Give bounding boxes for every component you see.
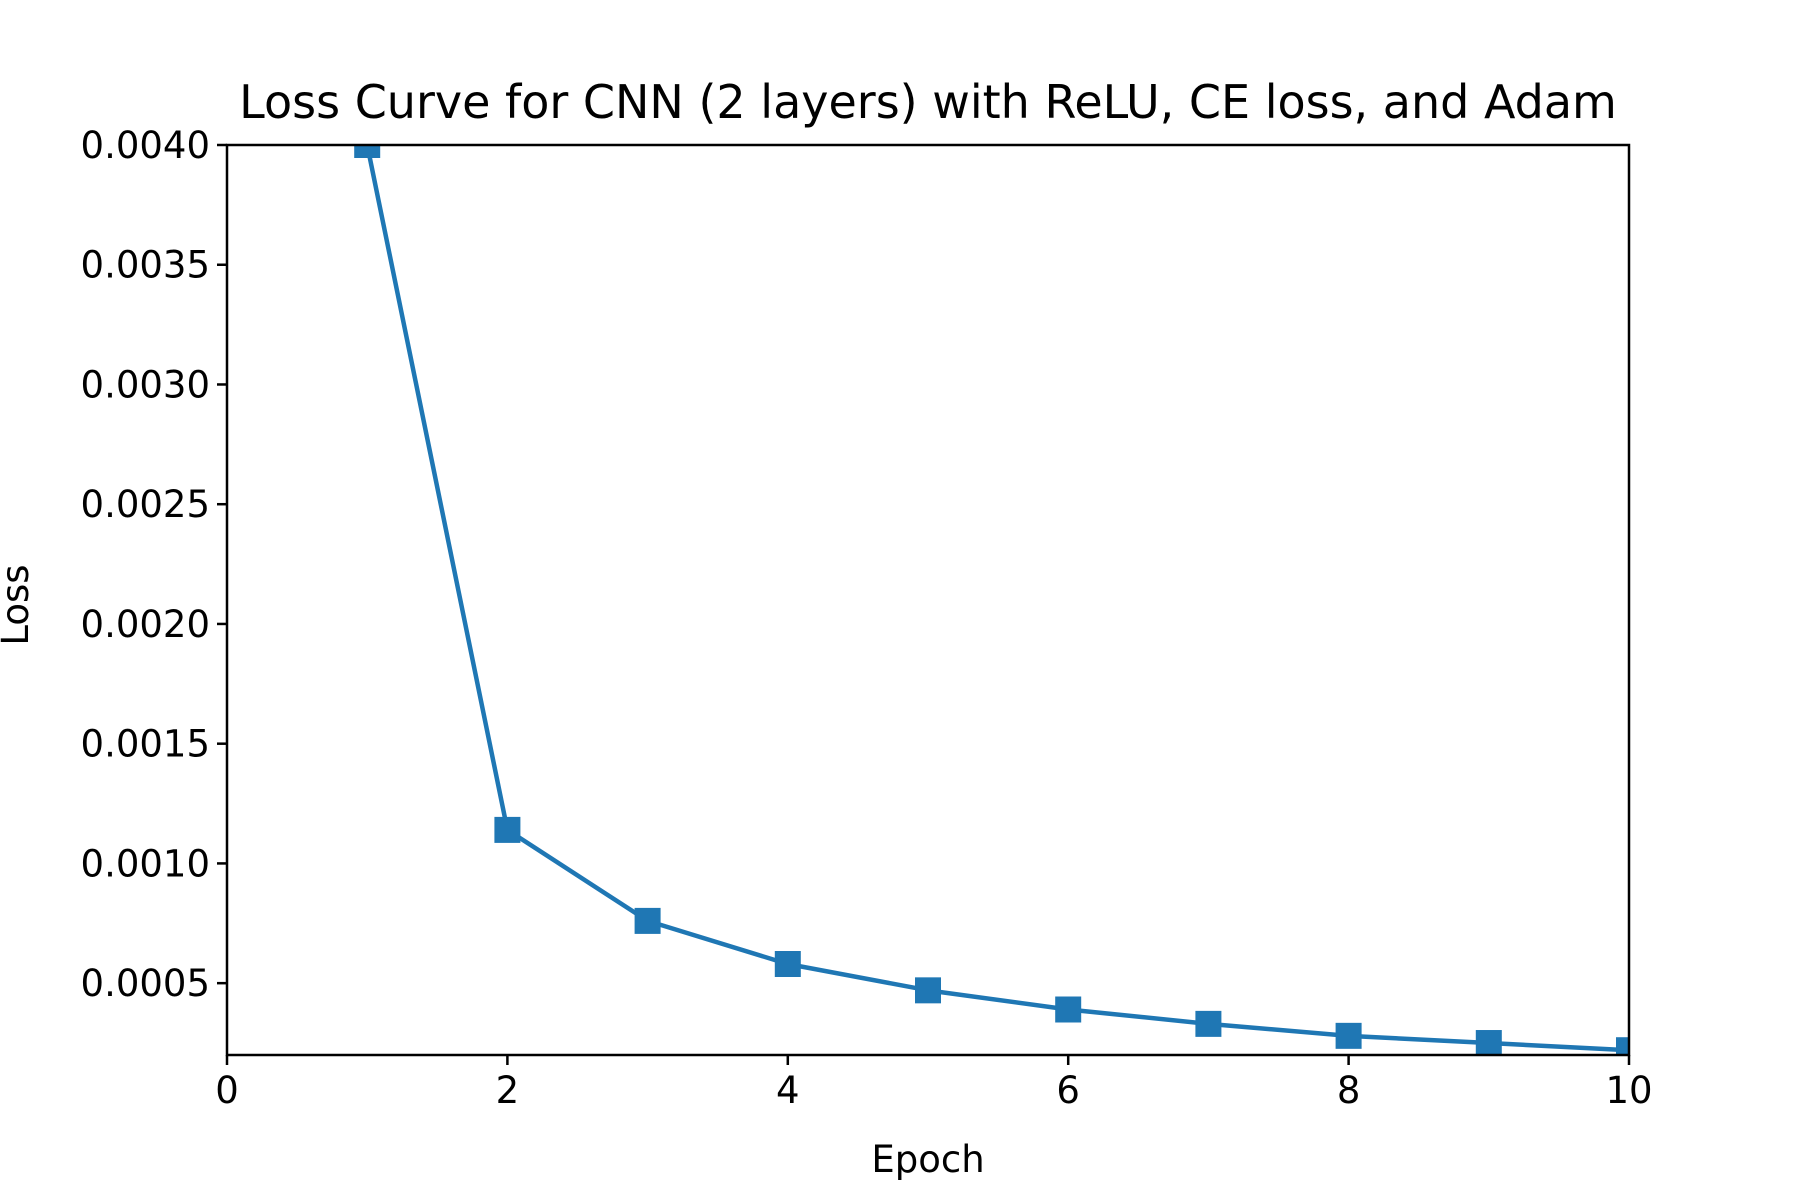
x-tick-label: 0	[215, 1069, 239, 1112]
y-tick-label: 0.0015	[81, 723, 210, 766]
data-point-marker	[774, 951, 801, 977]
plot-area	[225, 143, 1631, 1057]
x-tick-label: 10	[1605, 1069, 1652, 1112]
data-point-marker	[354, 145, 381, 158]
x-tick-label: 8	[1337, 1069, 1361, 1112]
x-tick-label: 4	[776, 1069, 800, 1112]
data-point-marker	[494, 816, 521, 843]
series-group	[354, 145, 1629, 1055]
data-point-marker	[1335, 1022, 1362, 1049]
x-tick-label: 6	[1056, 1069, 1080, 1112]
data-point-marker	[1055, 996, 1082, 1023]
y-tick-label: 0.0025	[81, 483, 210, 526]
y-axis-label: Loss	[0, 564, 37, 645]
axes-frame	[225, 143, 1631, 1057]
chart-title: Loss Curve for CNN (2 layers) with ReLU,…	[239, 75, 1617, 129]
series-line	[364, 145, 1629, 1053]
data-point-marker	[1475, 1030, 1502, 1055]
y-tick-label: 0.0030	[81, 363, 210, 406]
y-tick-label: 0.0010	[81, 842, 210, 885]
data-point-marker	[1195, 1010, 1222, 1037]
x-axis-label: Epoch	[871, 1138, 984, 1181]
y-tick-label: 0.0040	[81, 124, 210, 167]
data-point-marker	[1616, 1037, 1629, 1055]
y-tick-label: 0.0005	[81, 962, 210, 1005]
x-tick-label: 2	[496, 1069, 520, 1112]
y-tick-label: 0.0035	[81, 244, 210, 287]
data-point-marker	[634, 907, 661, 934]
series-layer	[354, 145, 1629, 1055]
x-axis-ticks: 0 2 4 6 8 10	[215, 1055, 1653, 1112]
data-point-marker	[915, 977, 941, 1004]
y-tick-label: 0.0020	[81, 603, 210, 646]
y-axis-ticks: 0.0005 0.0010 0.0015 0.0020 0.0025 0.0030 0.00…	[81, 124, 227, 1005]
